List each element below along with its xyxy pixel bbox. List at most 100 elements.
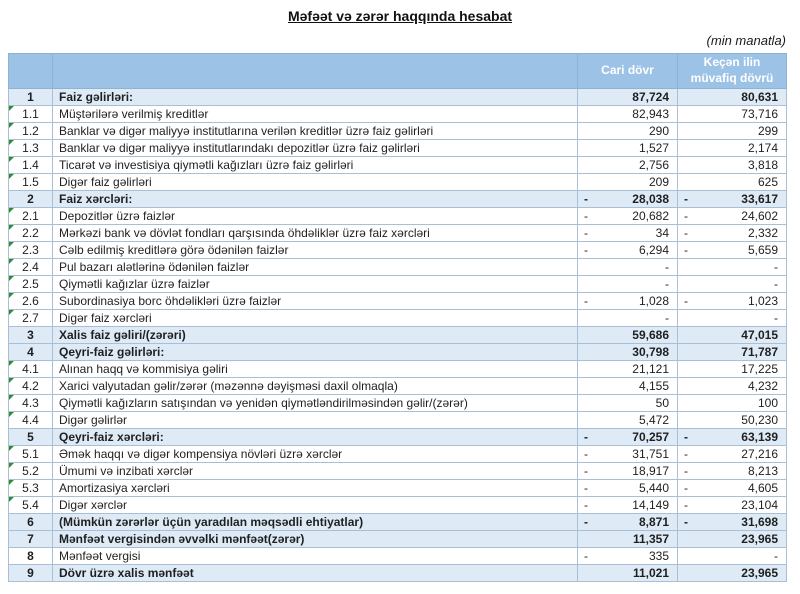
row-label: Mərkəzi bank və dövlət fondları qarşısın… xyxy=(52,224,578,242)
row-number: 2.7 xyxy=(8,309,53,327)
table-row-5.1: 5.1 Əmək haqqı və digər kompensiya növlər… xyxy=(8,445,787,463)
row-label: Digər xərclər xyxy=(52,496,578,514)
comment-marker-icon xyxy=(9,106,14,111)
previous-period-value: - 63,139 xyxy=(677,428,787,446)
previous-period-value: - 24,602 xyxy=(677,207,787,225)
comment-marker-icon xyxy=(9,157,14,162)
row-label: Mənfəət vergisindən əvvəlki mənfəət(zərə… xyxy=(52,530,578,548)
amount-value: 20,682 xyxy=(632,209,669,223)
amount-value: 33,617 xyxy=(741,192,778,206)
amount-value: 23,965 xyxy=(741,566,778,580)
current-period-value: - 14,149 xyxy=(577,496,678,514)
previous-period-value: - xyxy=(677,547,787,565)
negative-sign: - xyxy=(584,549,588,563)
amount-value: 6,294 xyxy=(638,243,669,257)
current-period-value: - 34 xyxy=(577,224,678,242)
row-label: Ümumi və inzibati xərclər xyxy=(52,462,578,480)
current-period-value: 87,724 xyxy=(577,88,678,106)
current-period-value: 2,756 xyxy=(577,156,678,174)
row-number: 9 xyxy=(8,564,53,582)
amount-value: 17,225 xyxy=(741,362,778,376)
table-row-6: 6 (Mümkün zərərlər üçün yaradılan məqsədl… xyxy=(8,513,787,531)
table-row-3: 3 Xalis faiz gəliri/(zərəri) 59,686 47,015 xyxy=(8,326,787,344)
amount-value: 73,716 xyxy=(741,107,778,121)
table-row-4.2: 4.2 Xarici valyutadan gəlir/zərər (məzənn… xyxy=(8,377,787,395)
negative-sign: - xyxy=(584,464,588,478)
amount-value: 14,149 xyxy=(632,498,669,512)
table-row-4: 4 Qeyri-faiz gəlirləri: 30,798 71,787 xyxy=(8,343,787,361)
row-label: (Mümkün zərərlər üçün yaradılan məqsədli… xyxy=(52,513,578,531)
amount-value: 1,527 xyxy=(638,141,669,155)
amount-value: 3,818 xyxy=(747,158,778,172)
amount-value: 70,257 xyxy=(632,430,669,444)
unit-note: (min manatla) xyxy=(706,33,786,48)
negative-sign: - xyxy=(684,447,688,461)
current-period-value: 82,943 xyxy=(577,105,678,123)
amount-value: 1,028 xyxy=(638,294,669,308)
amount-value: - xyxy=(774,277,778,291)
previous-period-value: 100 xyxy=(677,394,787,412)
current-period-value: 11,357 xyxy=(577,530,678,548)
row-label: Digər faiz gəlirləri xyxy=(52,173,578,191)
header-previous-period: Keçən ilin müvafiq dövrü xyxy=(677,53,787,89)
previous-period-value: 17,225 xyxy=(677,360,787,378)
table-row-8: 8 Mənfəət vergisi -335- xyxy=(8,547,787,565)
current-period-value: - 6,294 xyxy=(577,241,678,259)
previous-period-value: 73,716 xyxy=(677,105,787,123)
negative-sign: - xyxy=(684,192,688,206)
row-label: Digər gəlirlər xyxy=(52,411,578,429)
amount-value: - xyxy=(665,277,669,291)
previous-period-value: - 1,023 xyxy=(677,292,787,310)
amount-value: 31,751 xyxy=(632,447,669,461)
amount-value: 2,756 xyxy=(638,158,669,172)
previous-period-value: - 8,213 xyxy=(677,462,787,480)
header-current-period: Cari dövr xyxy=(577,53,678,89)
row-number: 5.1 xyxy=(8,445,53,463)
table-row-2: 2 Faiz xərcləri: -28,038-33,617 xyxy=(8,190,787,208)
negative-sign: - xyxy=(584,226,588,240)
amount-value: 5,659 xyxy=(747,243,778,257)
amount-value: 4,155 xyxy=(638,379,669,393)
amount-value: 8,871 xyxy=(638,515,669,529)
row-label: Xarici valyutadan gəlir/zərər (məzənnə d… xyxy=(52,377,578,395)
header-description xyxy=(52,53,578,89)
negative-sign: - xyxy=(684,209,688,223)
current-period-value: 50 xyxy=(577,394,678,412)
previous-period-value: - xyxy=(677,258,787,276)
amount-value: 1,023 xyxy=(747,294,778,308)
amount-value: - xyxy=(774,260,778,274)
table-row-1.5: 1.5 Digər faiz gəlirləri 209 625 xyxy=(8,173,787,191)
row-number: 3 xyxy=(8,326,53,344)
row-number: 4.4 xyxy=(8,411,53,429)
table-row-9: 9 Dövr üzrə xalis mənfəət 11,021 23,965 xyxy=(8,564,787,582)
current-period-value: - 31,751 xyxy=(577,445,678,463)
comment-marker-icon xyxy=(9,123,14,128)
negative-sign: - xyxy=(684,243,688,257)
previous-period-value: 4,232 xyxy=(677,377,787,395)
comment-marker-icon xyxy=(9,140,14,145)
row-label: Faiz gəlirləri: xyxy=(52,88,578,106)
row-number: 5.3 xyxy=(8,479,53,497)
row-label: Müştərilərə verilmiş kreditlər xyxy=(52,105,578,123)
row-number: 8 xyxy=(8,547,53,565)
row-label: Digər faiz xərcləri xyxy=(52,309,578,327)
current-period-value: - xyxy=(577,258,678,276)
negative-sign: - xyxy=(584,243,588,257)
amount-value: - xyxy=(665,311,669,325)
table-row-5.2: 5.2 Ümumi və inzibati xərclər -18,917-8,21… xyxy=(8,462,787,480)
previous-period-value: 299 xyxy=(677,122,787,140)
table-row-5.3: 5.3 Amortizasiya xərcləri -5,440-4,605 xyxy=(8,479,787,497)
row-number: 5.2 xyxy=(8,462,53,480)
amount-value: 2,332 xyxy=(747,226,778,240)
previous-period-value: 71,787 xyxy=(677,343,787,361)
row-label: Mənfəət vergisi xyxy=(52,547,578,565)
table-body: 1 Faiz gəlirləri: 87,724 80,631 1.1 Müştərilə… xyxy=(8,88,787,582)
negative-sign: - xyxy=(584,294,588,308)
negative-sign: - xyxy=(584,430,588,444)
amount-value: 299 xyxy=(757,124,778,138)
previous-period-value: - 4,605 xyxy=(677,479,787,497)
row-number: 2.5 xyxy=(8,275,53,293)
table-row-4.4: 4.4 Digər gəlirlər 5,472 50,230 xyxy=(8,411,787,429)
table-row-4.3: 4.3 Qiymətli kağızların satışından və yen… xyxy=(8,394,787,412)
row-label: Qiymətli kağızların satışından və yenidə… xyxy=(52,394,578,412)
